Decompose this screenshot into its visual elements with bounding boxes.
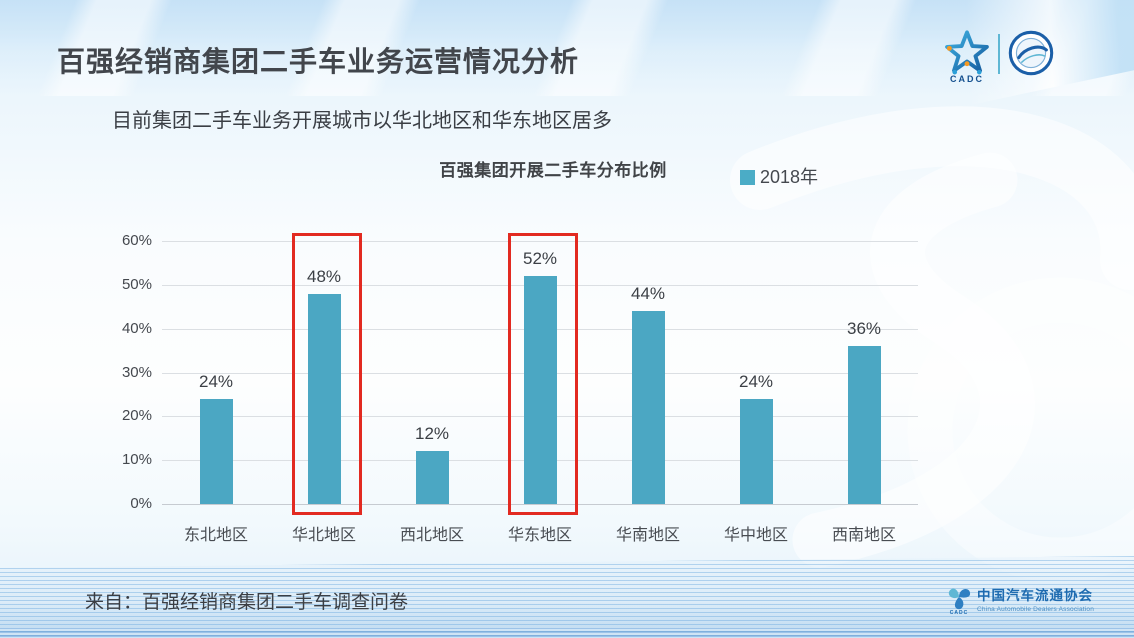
bar-value-label: 12% — [414, 424, 450, 444]
bar — [415, 451, 449, 504]
source-note: 来自：百强经销商集团二手车调查问卷 — [85, 592, 409, 613]
legend-label: 2018年 — [760, 167, 819, 187]
footer-association-name-en: China Automobile Dealers Association — [977, 606, 1095, 613]
y-tick-label: 40% — [121, 319, 152, 337]
category-label: 东北地区 — [183, 527, 248, 544]
footer-cadc-label: CADC — [949, 610, 969, 616]
bottom-edge-strip — [0, 628, 1134, 638]
bar — [523, 276, 557, 504]
bar — [847, 346, 881, 504]
gridline — [162, 241, 918, 242]
bar-value-label: 36% — [846, 319, 882, 339]
logo-separator — [998, 34, 1000, 74]
cadc-star-logo-icon — [945, 30, 989, 75]
association-emblem-icon — [1008, 30, 1054, 76]
category-label: 西南地区 — [831, 527, 896, 544]
y-tick-label: 30% — [121, 363, 152, 381]
bar — [199, 398, 233, 504]
category-label: 西北地区 — [399, 527, 464, 544]
highlight-box — [292, 233, 362, 515]
bottom-decorative-band — [0, 556, 1134, 638]
y-tick-label: 60% — [121, 232, 152, 249]
bar-value-label: 52% — [522, 249, 558, 269]
page-title: 百强经销商集团二手车业务运营情况分析 — [57, 46, 580, 77]
bar-value-label: 48% — [306, 266, 342, 286]
footer-association-name-cn: 中国汽车流通协会 — [977, 588, 1093, 603]
cadc-logo-label: CADC — [950, 74, 984, 84]
chart-legend: 2018年 — [740, 163, 818, 189]
category-label: 华中地区 — [723, 527, 788, 544]
category-label: 华北地区 — [291, 527, 356, 544]
subtitle-text: 目前集团二手车业务开展城市以华北地区和华东地区居多 — [112, 110, 612, 132]
bar-value-label: 24% — [198, 371, 234, 391]
header-logo-group: CADC — [944, 30, 1094, 88]
y-tick-label: 50% — [121, 275, 152, 293]
bar — [307, 293, 341, 504]
association-swirl-icon — [948, 588, 971, 610]
bar — [631, 311, 665, 504]
y-tick-label: 20% — [121, 407, 152, 425]
y-tick-label: 10% — [121, 451, 152, 469]
bar-value-label: 24% — [738, 371, 774, 391]
highlight-box — [508, 233, 578, 515]
chart-title: 百强集团开展二手车分布比例 — [439, 161, 667, 180]
legend-swatch — [740, 170, 755, 185]
bar-value-label: 44% — [630, 284, 666, 304]
y-tick-label: 0% — [130, 495, 152, 512]
footer-logo-group: CADC 中国汽车流通协会 China Automobile Dealers A… — [946, 584, 1094, 616]
gridline — [162, 504, 918, 505]
category-label: 华南地区 — [615, 527, 680, 544]
bar — [739, 398, 773, 504]
category-label: 华东地区 — [507, 527, 572, 544]
